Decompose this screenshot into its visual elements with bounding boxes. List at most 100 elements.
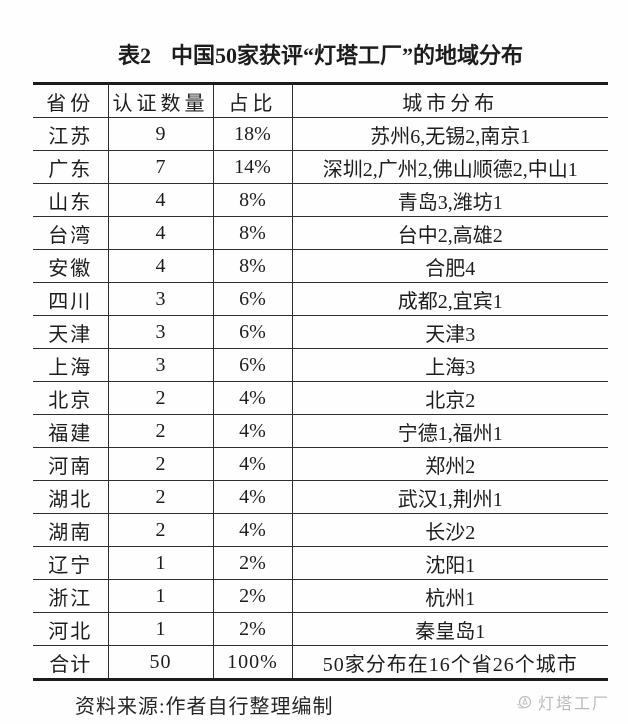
cities-cell: 宁德1,福州1 — [291, 414, 608, 448]
share-cell: 4% — [212, 480, 292, 514]
count-cell: 3 — [107, 348, 213, 382]
header-province: 省份 — [33, 82, 108, 118]
count-cell: 4 — [107, 183, 213, 217]
cities-cell: 青岛3,潍坊1 — [291, 183, 608, 217]
table-title-text: 中国50家获评“灯塔工厂”的地域分布 — [171, 43, 524, 68]
header-count: 认证数量 — [107, 82, 213, 118]
table-row: 山东 4 8% 青岛3,潍坊1 — [33, 183, 608, 217]
count-cell: 2 — [107, 480, 213, 514]
watermark: 灯塔工厂 — [515, 690, 610, 714]
count-cell: 4 — [107, 249, 213, 283]
count-cell: 2 — [107, 414, 213, 448]
count-cell: 1 — [107, 612, 213, 646]
count-cell: 2 — [107, 513, 213, 547]
province-cell: 辽宁 — [33, 546, 108, 580]
share-cell: 6% — [212, 282, 292, 316]
cities-cell: 上海3 — [291, 348, 608, 382]
table-row: 辽宁 1 2% 沈阳1 — [33, 546, 608, 580]
distribution-table: 省份 认证数量 占比 城市分布 江苏 9 18% 苏州6,无锡2,南京1 广东 7 14% 深… — [33, 82, 608, 681]
province-cell: 河北 — [33, 612, 108, 646]
table-title: 表2 中国50家获评“灯塔工厂”的地域分布 — [33, 0, 608, 70]
table-row: 天津 3 6% 天津3 — [33, 315, 608, 349]
province-cell: 浙江 — [33, 579, 108, 613]
province-cell: 安徽 — [33, 249, 108, 283]
cities-cell: 郑州2 — [291, 447, 608, 481]
share-cell: 8% — [212, 183, 292, 217]
header-cities: 城市分布 — [291, 82, 608, 118]
province-cell: 台湾 — [33, 216, 108, 250]
table-row: 河南 2 4% 郑州2 — [33, 447, 608, 481]
total-row: 合计 50 100% 50家分布在16个省26个城市 — [33, 645, 608, 681]
count-cell: 3 — [107, 282, 213, 316]
share-cell: 2% — [212, 612, 292, 646]
share-cell: 18% — [212, 117, 292, 151]
table-row: 福建 2 4% 宁德1,福州1 — [33, 414, 608, 448]
count-cell: 3 — [107, 315, 213, 349]
province-cell: 天津 — [33, 315, 108, 349]
province-cell: 上海 — [33, 348, 108, 382]
cities-cell: 长沙2 — [291, 513, 608, 547]
province-cell: 湖南 — [33, 513, 108, 547]
share-cell: 4% — [212, 513, 292, 547]
cities-cell: 苏州6,无锡2,南京1 — [291, 117, 608, 151]
table-row: 台湾 4 8% 台中2,高雄2 — [33, 216, 608, 250]
total-share-cell: 100% — [212, 645, 292, 681]
source-note: 资料来源:作者自行整理编制 — [75, 696, 334, 718]
count-cell: 9 — [107, 117, 213, 151]
lighthouse-logo-icon — [516, 695, 532, 709]
count-cell: 2 — [107, 381, 213, 415]
table-row: 北京 2 4% 北京2 — [33, 381, 608, 415]
cities-cell: 沈阳1 — [291, 546, 608, 580]
total-cities-cell: 50家分布在16个省26个城市 — [291, 645, 608, 681]
cities-cell: 成都2,宜宾1 — [291, 282, 608, 316]
cities-cell: 杭州1 — [291, 579, 608, 613]
province-cell: 湖北 — [33, 480, 108, 514]
table-row: 河北 1 2% 秦皇岛1 — [33, 612, 608, 646]
count-cell: 7 — [107, 150, 213, 184]
province-cell: 福建 — [33, 414, 108, 448]
cities-cell: 秦皇岛1 — [291, 612, 608, 646]
province-cell: 山东 — [33, 183, 108, 217]
table-body: 江苏 9 18% 苏州6,无锡2,南京1 广东 7 14% 深圳2,广州2,佛山顺德2,中山1… — [33, 117, 608, 646]
count-cell: 1 — [107, 546, 213, 580]
province-cell: 河南 — [33, 447, 108, 481]
watermark-label: 灯塔工厂 — [537, 696, 610, 713]
cities-cell: 深圳2,广州2,佛山顺德2,中山1 — [291, 150, 608, 184]
table-row: 广东 7 14% 深圳2,广州2,佛山顺德2,中山1 — [33, 150, 608, 184]
count-cell: 2 — [107, 447, 213, 481]
share-cell: 6% — [212, 315, 292, 349]
count-cell: 1 — [107, 579, 213, 613]
share-cell: 4% — [212, 447, 292, 481]
share-cell: 4% — [212, 381, 292, 415]
share-cell: 2% — [212, 546, 292, 580]
share-cell: 8% — [212, 216, 292, 250]
table-row: 浙江 1 2% 杭州1 — [33, 579, 608, 613]
share-cell: 2% — [212, 579, 292, 613]
share-cell: 8% — [212, 249, 292, 283]
cities-cell: 合肥4 — [291, 249, 608, 283]
table-row: 湖北 2 4% 武汉1,荆州1 — [33, 480, 608, 514]
table-header-row: 省份 认证数量 占比 城市分布 — [33, 82, 608, 118]
table-number: 表2 — [117, 43, 151, 68]
cities-cell: 武汉1,荆州1 — [291, 480, 608, 514]
cities-cell: 台中2,高雄2 — [291, 216, 608, 250]
province-cell: 四川 — [33, 282, 108, 316]
table-row: 四川 3 6% 成都2,宜宾1 — [33, 282, 608, 316]
share-cell: 14% — [212, 150, 292, 184]
table-row: 江苏 9 18% 苏州6,无锡2,南京1 — [33, 117, 608, 151]
table-row: 上海 3 6% 上海3 — [33, 348, 608, 382]
province-cell: 江苏 — [33, 117, 108, 151]
table-row: 湖南 2 4% 长沙2 — [33, 513, 608, 547]
province-cell: 广东 — [33, 150, 108, 184]
header-share: 占比 — [212, 82, 292, 118]
count-cell: 4 — [107, 216, 213, 250]
share-cell: 6% — [212, 348, 292, 382]
share-cell: 4% — [212, 414, 292, 448]
cities-cell: 天津3 — [291, 315, 608, 349]
total-count-cell: 50 — [107, 645, 213, 681]
province-cell: 北京 — [33, 381, 108, 415]
cities-cell: 北京2 — [291, 381, 608, 415]
total-label-cell: 合计 — [33, 645, 108, 681]
table-row: 安徽 4 8% 合肥4 — [33, 249, 608, 283]
